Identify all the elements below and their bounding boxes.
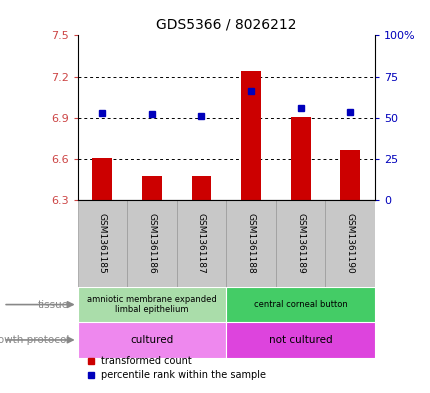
Bar [226, 322, 374, 358]
Text: GSM1361188: GSM1361188 [246, 213, 255, 274]
Text: GSM1361185: GSM1361185 [98, 213, 107, 274]
Bar [176, 200, 226, 287]
Bar [226, 200, 275, 287]
Bar [127, 200, 176, 287]
Bar [275, 200, 325, 287]
Bar [77, 200, 127, 287]
Bar [191, 176, 211, 200]
Bar [339, 149, 359, 200]
Bar [290, 116, 310, 200]
Text: not cultured: not cultured [268, 335, 332, 345]
Bar [77, 287, 226, 322]
Text: tissue: tissue [38, 299, 69, 310]
Bar [226, 287, 374, 322]
Title: GDS5366 / 8026212: GDS5366 / 8026212 [156, 17, 296, 31]
Bar [325, 200, 374, 287]
Text: GSM1361187: GSM1361187 [197, 213, 206, 274]
Legend: transformed count, percentile rank within the sample: transformed count, percentile rank withi… [82, 353, 269, 384]
Text: amniotic membrane expanded
limbal epithelium: amniotic membrane expanded limbal epithe… [87, 295, 216, 314]
Bar [240, 71, 260, 200]
Text: GSM1361190: GSM1361190 [345, 213, 354, 274]
Text: growth protocol: growth protocol [0, 335, 69, 345]
Bar [92, 158, 112, 200]
Text: cultured: cultured [130, 335, 173, 345]
Text: GSM1361189: GSM1361189 [295, 213, 304, 274]
Text: central corneal button: central corneal button [253, 300, 347, 309]
Text: GSM1361186: GSM1361186 [147, 213, 156, 274]
Bar [77, 322, 226, 358]
Bar [141, 176, 161, 200]
